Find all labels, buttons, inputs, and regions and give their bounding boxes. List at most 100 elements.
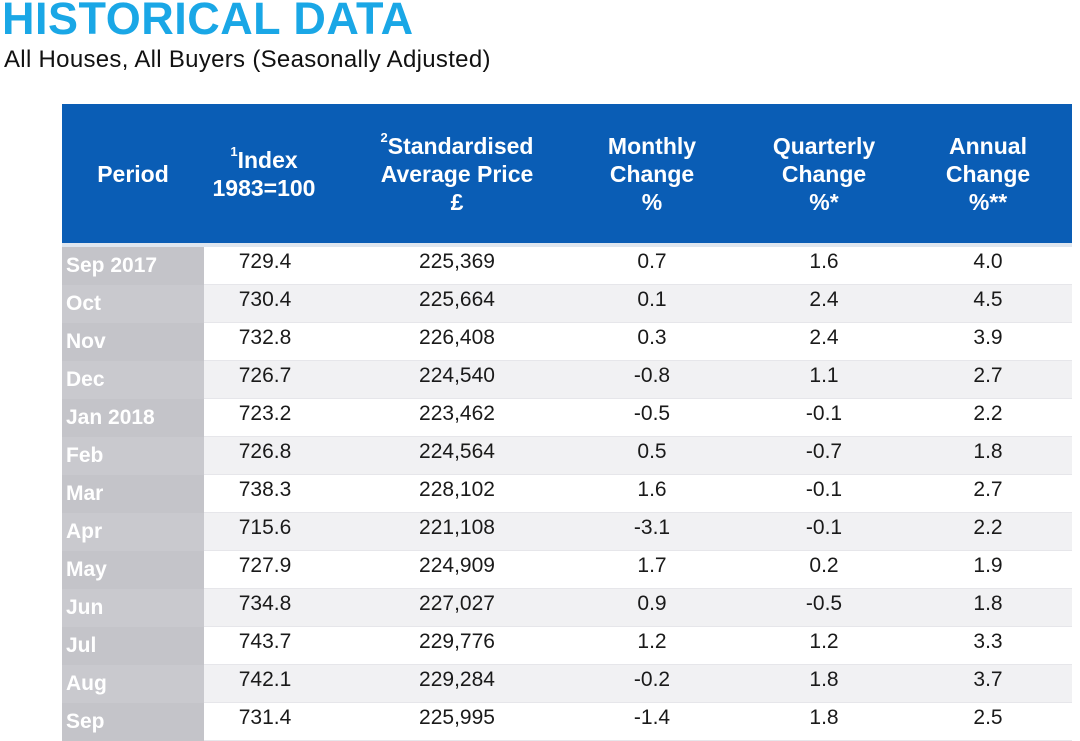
index-cell: 727.9 xyxy=(238,554,292,577)
period-cell: Nov xyxy=(62,323,204,361)
period-cell: Jun xyxy=(62,589,204,627)
monthly-change-cell: -3.1 xyxy=(633,516,671,539)
row-background xyxy=(204,665,1072,703)
index-cell: 726.7 xyxy=(238,364,292,387)
index-cell: 734.8 xyxy=(238,592,292,615)
header-monthly-line3: % xyxy=(641,188,663,215)
index-cell: 743.7 xyxy=(238,630,292,653)
period-cell: Oct xyxy=(62,285,204,323)
quarterly-change-cell: 1.1 xyxy=(809,364,839,387)
row-background xyxy=(204,513,1072,551)
row-background xyxy=(204,475,1072,513)
table-row: Nov 732.8 226,408 0.3 2.4 3.9 xyxy=(62,323,1072,361)
price-cell: 225,995 xyxy=(419,706,495,729)
header-price: 2Standardised Average Price £ xyxy=(362,104,552,243)
header-price-line3: £ xyxy=(450,188,464,215)
table-row: Aug 742.1 229,284 -0.2 1.8 3.7 xyxy=(62,665,1072,703)
table-row: Apr 715.6 221,108 -3.1 -0.1 2.2 xyxy=(62,513,1072,551)
row-background xyxy=(204,589,1072,627)
monthly-change-cell: -0.5 xyxy=(633,402,671,425)
table-row: May 727.9 224,909 1.7 0.2 1.9 xyxy=(62,551,1072,589)
row-background xyxy=(204,627,1072,665)
monthly-change-cell: -1.4 xyxy=(633,706,671,729)
index-cell: 732.8 xyxy=(238,326,292,349)
quarterly-change-cell: 2.4 xyxy=(809,288,839,311)
row-divider xyxy=(204,436,1072,437)
annual-change-cell: 3.7 xyxy=(973,668,1003,691)
period-cell: Apr xyxy=(62,513,204,551)
price-cell: 223,462 xyxy=(419,402,495,425)
quarterly-change-cell: 2.4 xyxy=(809,326,839,349)
index-cell: 723.2 xyxy=(238,402,292,425)
period-cell: Aug xyxy=(62,665,204,703)
quarterly-change-cell: 1.8 xyxy=(809,668,839,691)
annual-change-cell: 4.5 xyxy=(973,288,1003,311)
header-index-line2: 1983=100 xyxy=(212,174,316,201)
monthly-change-cell: 0.1 xyxy=(637,288,667,311)
quarterly-change-cell: 1.6 xyxy=(809,250,839,273)
table-row: Jan 2018 723.2 223,462 -0.5 -0.1 2.2 xyxy=(62,399,1072,437)
monthly-change-cell: 0.9 xyxy=(637,592,667,615)
header-period-label: Period xyxy=(97,160,169,187)
quarterly-change-cell: 0.2 xyxy=(809,554,839,577)
annual-change-cell: 4.0 xyxy=(973,250,1003,273)
annual-change-cell: 1.8 xyxy=(973,592,1003,615)
row-divider xyxy=(204,550,1072,551)
header-period: Period xyxy=(62,104,204,243)
period-cell: Feb xyxy=(62,437,204,475)
price-cell: 224,540 xyxy=(419,364,495,387)
row-background xyxy=(204,399,1072,437)
monthly-change-cell: 1.2 xyxy=(637,630,667,653)
monthly-change-cell: 1.6 xyxy=(637,478,667,501)
annual-change-cell: 1.8 xyxy=(973,440,1003,463)
quarterly-change-cell: -0.5 xyxy=(805,592,843,615)
price-cell: 229,284 xyxy=(419,668,495,691)
header-price-footnote: 2 xyxy=(380,129,388,145)
monthly-change-cell: 0.5 xyxy=(637,440,667,463)
index-cell: 738.3 xyxy=(238,478,292,501)
annual-change-cell: 2.2 xyxy=(973,516,1003,539)
period-cell: Sep xyxy=(62,703,204,741)
annual-change-cell: 1.9 xyxy=(973,554,1003,577)
monthly-change-cell: -0.2 xyxy=(633,668,671,691)
price-cell: 225,664 xyxy=(419,288,495,311)
row-background xyxy=(204,285,1072,323)
row-divider xyxy=(204,588,1072,589)
monthly-change-cell: 0.7 xyxy=(637,250,667,273)
index-cell: 726.8 xyxy=(238,440,292,463)
annual-change-cell: 2.7 xyxy=(973,364,1003,387)
annual-change-cell: 3.3 xyxy=(973,630,1003,653)
header-index-line1: Index xyxy=(237,146,298,173)
table-row: Jun 734.8 227,027 0.9 -0.5 1.8 xyxy=(62,589,1072,627)
header-monthly-line2: Change xyxy=(609,160,695,187)
table-row: Oct 730.4 225,664 0.1 2.4 4.5 xyxy=(62,285,1072,323)
price-cell: 221,108 xyxy=(419,516,495,539)
period-cell: Jul xyxy=(62,627,204,665)
quarterly-change-cell: -0.1 xyxy=(805,478,843,501)
table-body: Sep 2017 729.4 225,369 0.7 1.6 4.0 Oct 730.4 225… xyxy=(62,247,1072,741)
table-row: Mar 738.3 228,102 1.6 -0.1 2.7 xyxy=(62,475,1072,513)
row-background xyxy=(204,247,1072,285)
header-price-line1: Standardised xyxy=(387,132,534,159)
page-title: HISTORICAL DATA xyxy=(2,0,414,44)
period-cell: Jan 2018 xyxy=(62,399,204,437)
row-background xyxy=(204,361,1072,399)
index-cell: 729.4 xyxy=(238,250,292,273)
row-background xyxy=(204,551,1072,589)
header-annual-line1: Annual xyxy=(949,132,1027,159)
price-cell: 229,776 xyxy=(419,630,495,653)
header-monthly: Monthly Change % xyxy=(582,104,722,243)
monthly-change-cell: 1.7 xyxy=(637,554,667,577)
row-divider xyxy=(204,474,1072,475)
period-cell: Sep 2017 xyxy=(62,247,204,285)
header-index: 1Index 1983=100 xyxy=(204,104,324,243)
price-cell: 227,027 xyxy=(419,592,495,615)
index-cell: 731.4 xyxy=(238,706,292,729)
header-quarterly-line3: %* xyxy=(809,188,839,215)
row-background xyxy=(204,323,1072,361)
header-index-footnote: 1 xyxy=(230,143,238,159)
row-divider xyxy=(204,360,1072,361)
row-divider xyxy=(204,398,1072,399)
annual-change-cell: 2.7 xyxy=(973,478,1003,501)
header-price-line2: Average Price xyxy=(380,160,534,187)
